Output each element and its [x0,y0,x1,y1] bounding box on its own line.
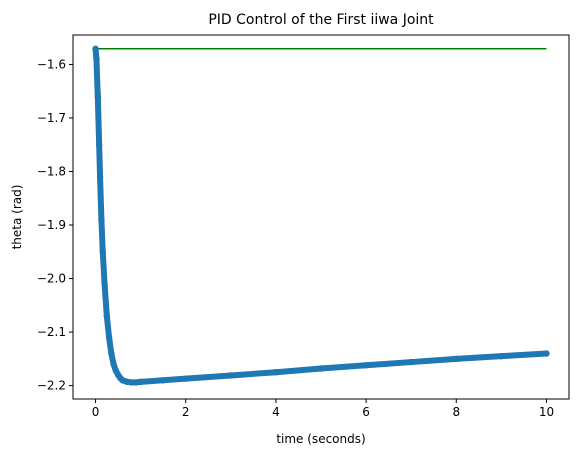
data-point-measured [407,358,415,366]
data-point-measured [317,365,325,372]
y-tick-label: −2.2 [37,379,66,393]
data-point-measured [95,141,103,148]
data-point-measured [105,334,113,341]
plot-frame [72,34,570,400]
x-tick-label: 2 [182,405,190,419]
y-axis-ticks: −1.6 −1.7 −1.8 −1.9 −2.0 −2.1 −2.2 [37,57,73,393]
x-tick-label: 10 [539,405,554,419]
data-point-measured [101,280,108,288]
y-tick-label: −1.7 [37,111,66,125]
x-axis-ticks: 0 2 4 6 8 10 [92,399,554,419]
data-point-measured [453,355,460,363]
data-point-measured [137,378,144,386]
data-point-measured [92,45,99,53]
data-point-measured [99,248,106,255]
data-point-measured [543,350,550,357]
chart-title: PID Control of the First iiwa Joint [208,12,434,28]
y-axis-label: theta (rad) [10,185,24,250]
data-point-measured [93,55,100,63]
data-point-measured [96,173,104,181]
data-point-measured [103,312,111,320]
y-tick-label: −1.6 [37,57,66,71]
data-point-measured [498,352,505,360]
data-point-measured [98,216,105,223]
data-point-measured [110,361,117,368]
x-tick-label: 8 [452,405,460,419]
x-axis-label: time (seconds) [276,432,365,446]
data-point-measured [227,372,235,379]
y-tick-label: −1.9 [37,218,66,232]
data-point-measured [159,377,167,384]
y-tick-label: −2.0 [37,272,66,286]
series-layer [92,45,550,386]
x-tick-label: 6 [362,405,370,419]
data-point-measured [362,362,370,369]
y-tick-label: −2.1 [37,325,66,339]
data-point-measured [272,369,280,376]
data-point-measured [94,93,102,100]
x-tick-label: 0 [92,405,100,419]
data-point-measured [182,375,189,382]
data-point-measured [108,350,115,357]
y-tick-label: −1.8 [37,165,66,179]
data-point-measured [128,379,135,386]
x-tick-label: 4 [272,405,280,419]
